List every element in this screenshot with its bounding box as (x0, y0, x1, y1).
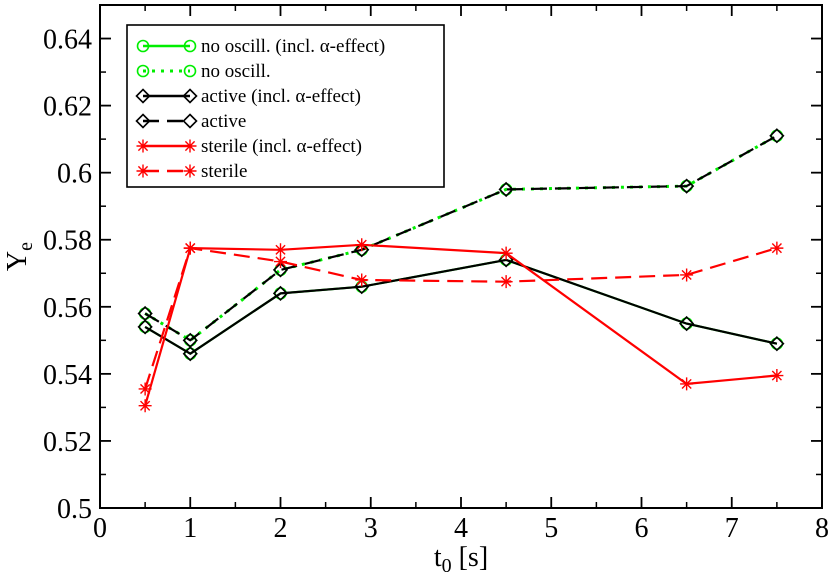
legend-label: sterile (201, 161, 247, 182)
legend: no oscill. (incl. α-effect) no oscill. act… (126, 24, 445, 188)
legend-entry-2: active (incl. α-effect) (135, 86, 361, 107)
legend-label: sterile (incl. α-effect) (201, 136, 362, 157)
data-point (274, 243, 287, 257)
y-tick-label: 0.62 (43, 92, 92, 123)
y-axis-title: Ye (2, 242, 37, 271)
y-tick-label: 0.58 (43, 226, 92, 257)
legend-entry-3: active (135, 111, 246, 132)
data-point (680, 377, 694, 391)
data-point (355, 238, 369, 252)
legend-marker-end (182, 88, 198, 104)
x-tick-label: 2 (274, 513, 288, 544)
legend-label: no oscill. (201, 61, 271, 82)
legend-label: no oscill. (incl. α-effect) (201, 36, 385, 57)
data-point (138, 399, 152, 413)
data-point (769, 336, 785, 352)
series-5 (138, 241, 784, 396)
data-point (499, 246, 513, 260)
data-point (769, 128, 785, 144)
data-point (499, 275, 513, 289)
data-point (183, 241, 197, 255)
legend-marker-start (136, 164, 150, 178)
legend-marker-end (183, 139, 197, 153)
legend-box (126, 24, 445, 188)
data-point (137, 319, 153, 335)
data-point (770, 241, 784, 255)
x-tick-label: 7 (725, 513, 739, 544)
legend-marker-end (182, 113, 198, 129)
data-point (138, 382, 152, 396)
x-tick-label: 6 (635, 513, 649, 544)
x-tick-label: 5 (544, 513, 558, 544)
legend-marker-start (136, 64, 150, 78)
data-point (274, 255, 287, 269)
legend-entry-4: sterile (incl. α-effect) (136, 136, 362, 157)
series-line (144, 258, 778, 355)
data-point (272, 262, 289, 278)
data-point (354, 242, 370, 258)
data-point (182, 346, 198, 362)
series-layer (137, 128, 785, 413)
legend-marker-start (135, 88, 151, 104)
legend-marker-end (183, 39, 197, 53)
legend-entry-5: sterile (136, 161, 247, 182)
legend-marker-end (183, 64, 197, 78)
data-point (680, 268, 694, 282)
legend-entry-0: no oscill. (incl. α-effect) (136, 36, 385, 57)
legend-entry-1: no oscill. (136, 61, 271, 82)
series-2 (137, 252, 785, 362)
x-tick-label: 0 (93, 513, 107, 544)
x-tick-label: 1 (183, 513, 197, 544)
legend-marker-start (135, 113, 151, 129)
legend-marker-start (136, 39, 150, 53)
legend-marker-start (136, 139, 150, 153)
data-point (182, 332, 198, 348)
data-point (498, 181, 514, 198)
y-tick-label: 0.6 (57, 159, 92, 190)
data-point (678, 178, 695, 194)
legend-label: active (incl. α-effect) (201, 86, 361, 107)
x-tick-label: 4 (454, 513, 468, 544)
legend-label: active (201, 111, 246, 132)
data-point (272, 285, 289, 302)
x-tick-label: 8 (815, 513, 829, 544)
y-tick-label: 0.56 (43, 293, 92, 324)
y-tick-label: 0.54 (43, 360, 92, 391)
y-tick-label: 0.64 (43, 25, 92, 56)
axes: 0 1 2 3 4 5 6 7 8 0.5 0.52 0.54 0.56 0.58 0.6 0.62 0.64 (43, 4, 829, 544)
data-point (678, 315, 695, 332)
data-point (770, 129, 784, 143)
x-tick-label: 3 (364, 513, 378, 544)
series-4 (138, 238, 784, 413)
x-axis-title: t0 [s] (434, 542, 488, 577)
series-line (144, 258, 778, 355)
legend-marker-end (183, 164, 197, 178)
y-tick-label: 0.5 (57, 494, 92, 525)
data-point (137, 305, 153, 322)
data-point (770, 369, 784, 383)
y-tick-label: 0.52 (43, 427, 92, 458)
data-point (355, 273, 369, 287)
